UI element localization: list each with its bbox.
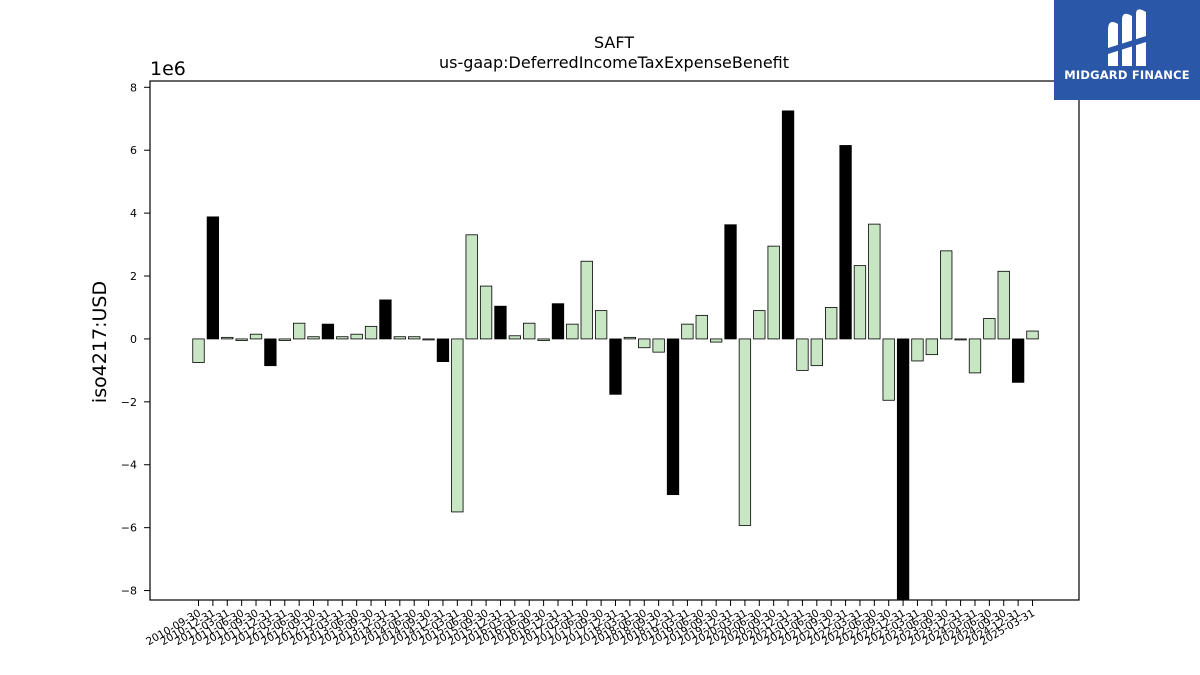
bar xyxy=(278,338,291,341)
bar xyxy=(983,318,996,340)
y-tick-label: −4 xyxy=(121,459,137,472)
bars-group xyxy=(192,110,1039,601)
chart-subtitle: us-gaap:DeferredIncomeTaxExpenseBenefit xyxy=(439,53,789,72)
bar xyxy=(1026,330,1039,340)
bar xyxy=(853,265,867,340)
bar xyxy=(753,310,766,340)
bar xyxy=(666,338,680,496)
bar xyxy=(508,335,521,340)
bar xyxy=(638,338,651,349)
y-tick-label: 6 xyxy=(130,144,137,157)
y-tick-label: 4 xyxy=(130,207,137,220)
bar xyxy=(652,338,665,353)
y-tick-label: −2 xyxy=(121,396,137,409)
y-axis-scale-label: 1e6 xyxy=(150,58,186,80)
bar xyxy=(408,336,421,340)
bar xyxy=(968,338,982,374)
y-tick-label: 8 xyxy=(130,81,137,94)
y-tick-label: 0 xyxy=(130,333,137,346)
bar xyxy=(810,338,823,367)
chart-title: SAFT xyxy=(594,33,634,52)
y-tick-label: 2 xyxy=(130,270,137,283)
bar xyxy=(321,323,335,340)
bar xyxy=(997,270,1010,340)
bar xyxy=(738,338,752,526)
logo-text: MIDGARD FINANCE xyxy=(1064,68,1190,82)
bar xyxy=(307,336,320,340)
midgard-finance-logo: MIDGARD FINANCE xyxy=(1054,0,1200,100)
bar xyxy=(825,307,838,340)
bar xyxy=(264,338,277,367)
bar xyxy=(206,216,220,340)
bar xyxy=(436,338,450,362)
y-tick-label: −6 xyxy=(121,522,137,535)
bar xyxy=(1011,338,1025,383)
y-axis: −8 −6 −4 −2 0 2 4 6 8 xyxy=(121,81,150,598)
bar xyxy=(249,333,263,340)
midgard-logo-icon xyxy=(1108,9,1146,66)
bar xyxy=(896,338,910,601)
bar xyxy=(537,338,550,341)
bar xyxy=(192,338,205,363)
bar xyxy=(594,310,608,340)
y-axis-label: iso4217:USD xyxy=(89,281,111,403)
bar xyxy=(422,338,435,341)
bar xyxy=(292,322,306,340)
bar xyxy=(724,224,737,340)
bar xyxy=(494,305,507,340)
y-tick-label: −8 xyxy=(121,585,137,598)
bar xyxy=(925,338,938,356)
bar xyxy=(350,333,363,340)
bar xyxy=(566,323,579,340)
bar xyxy=(364,325,378,340)
bar xyxy=(781,110,795,340)
bar xyxy=(479,285,493,340)
bar xyxy=(710,338,723,343)
plot-frame xyxy=(149,80,1080,601)
bar xyxy=(465,234,478,340)
x-axis: 2010-09-302010-12-312011-03-312011-06-30… xyxy=(144,600,1037,648)
bar xyxy=(580,260,593,340)
bar xyxy=(393,336,406,340)
bar xyxy=(379,299,392,340)
bar xyxy=(609,338,622,395)
bar xyxy=(954,338,967,341)
bar xyxy=(767,245,780,340)
bar xyxy=(796,338,809,371)
bar xyxy=(551,303,565,340)
bar xyxy=(695,314,708,340)
bar xyxy=(523,322,536,340)
bar xyxy=(681,323,694,340)
bar xyxy=(911,338,924,362)
bar xyxy=(940,250,953,340)
bar xyxy=(336,336,349,340)
bar xyxy=(623,336,637,340)
bar xyxy=(868,223,881,340)
bar xyxy=(221,336,234,340)
bar xyxy=(451,338,464,513)
bar xyxy=(235,338,248,341)
bar xyxy=(882,338,895,401)
bar xyxy=(839,145,852,340)
